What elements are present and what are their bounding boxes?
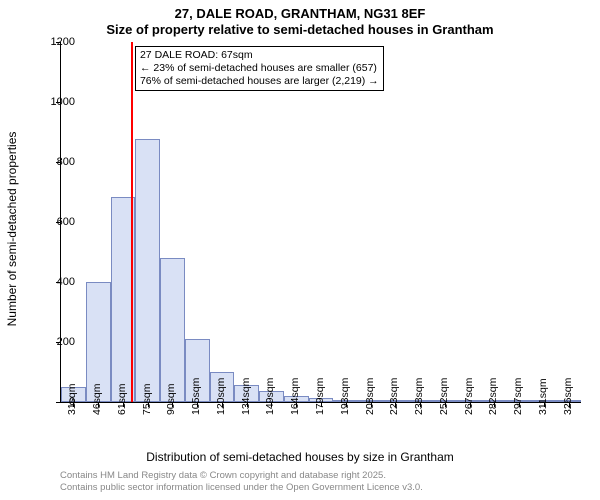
attribution-line-1: Contains HM Land Registry data © Crown c… [60, 470, 423, 482]
reference-line [131, 42, 133, 402]
attribution-line-2: Contains public sector information licen… [60, 482, 423, 494]
ytick-label: 1000 [51, 96, 75, 108]
annotation-line-2: ← 23% of semi-detached houses are smalle… [140, 62, 379, 75]
histogram-bar [160, 258, 185, 402]
ytick-mark [56, 402, 61, 403]
title-line-2: Size of property relative to semi-detach… [0, 22, 600, 37]
ytick-label: 400 [57, 276, 75, 288]
chart-container: 27, DALE ROAD, GRANTHAM, NG31 8EF Size o… [0, 0, 600, 500]
annotation-box: 27 DALE ROAD: 67sqm← 23% of semi-detache… [135, 46, 384, 91]
attribution-text: Contains HM Land Registry data © Crown c… [60, 470, 423, 494]
ytick-label: 600 [57, 216, 75, 228]
x-axis-label: Distribution of semi-detached houses by … [0, 450, 600, 464]
histogram-bar [135, 139, 160, 402]
ytick-label: 800 [57, 156, 75, 168]
ytick-label: 200 [57, 336, 75, 348]
annotation-line-3: 76% of semi-detached houses are larger (… [140, 75, 379, 88]
plot-area [60, 42, 581, 403]
title-line-1: 27, DALE ROAD, GRANTHAM, NG31 8EF [0, 6, 600, 21]
annotation-line-1: 27 DALE ROAD: 67sqm [140, 49, 379, 62]
ytick-label: 1200 [51, 36, 75, 48]
